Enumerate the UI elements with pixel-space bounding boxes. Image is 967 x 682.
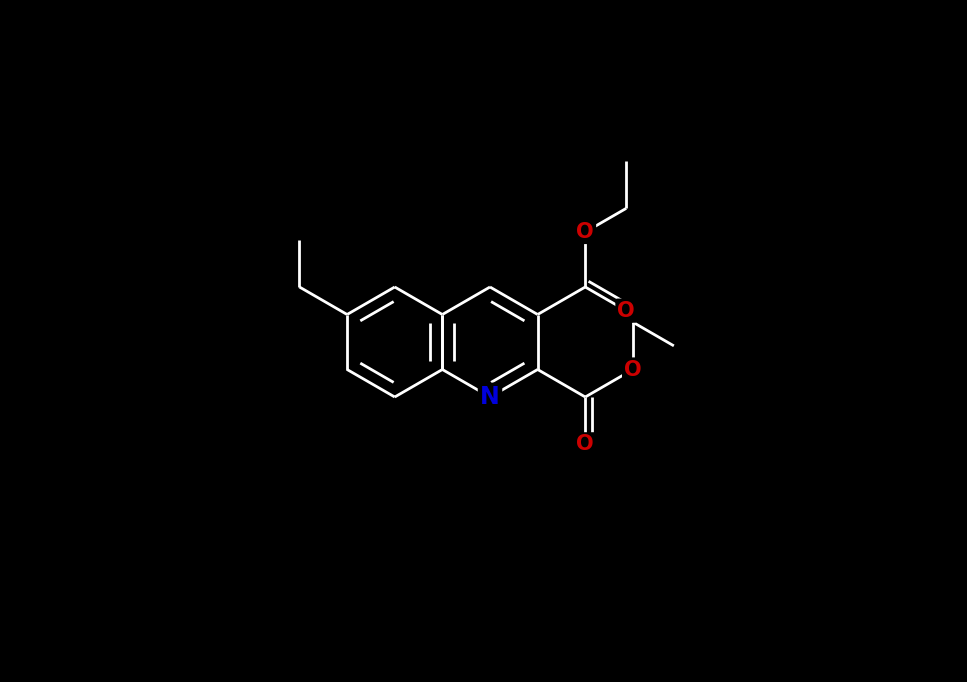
Text: N: N [481,385,500,409]
Text: O: O [576,222,594,242]
Text: O: O [624,359,642,379]
Text: O: O [617,301,635,321]
Text: O: O [576,434,594,454]
